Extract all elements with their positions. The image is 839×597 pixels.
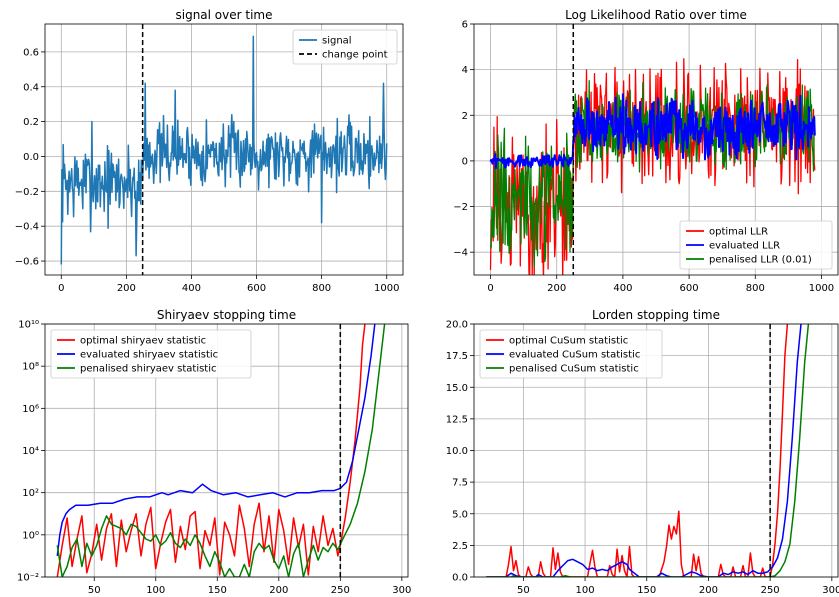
y-tick-label: 15.0 [446, 383, 468, 394]
x-tick-label: 200 [269, 585, 288, 596]
y-tick-label: 2.5 [452, 541, 468, 552]
y-tick-label: 10.0 [446, 446, 468, 457]
chart-1: Log Likelihood Ratio over time 0 200 400 600… [453, 8, 839, 294]
y-tick-label: −0.4 [15, 222, 39, 233]
y-tick-label: 20.0 [446, 320, 468, 331]
legend-label: evaluated shiryaev statistic [80, 350, 218, 361]
chart-title: Shiryaev stopping time [157, 308, 296, 322]
x-tick-label: 1000 [374, 283, 399, 294]
series-line-1 [486, 324, 802, 577]
legend: optimal CuSum statistic evaluated CuSum s… [479, 329, 663, 379]
axes-frame [44, 23, 404, 276]
x-tick-label: 100 [146, 585, 165, 596]
x-tick-label: 150 [208, 585, 227, 596]
x-tick-label: 250 [761, 585, 780, 596]
plot-area [486, 324, 810, 577]
x-tick-label: 50 [88, 585, 101, 596]
chart-3: Lorden stopping time 50 100 150 200 250 300 0.0… [446, 308, 839, 596]
x-tick-label: 0 [487, 283, 493, 294]
y-tick-label: −4 [453, 248, 468, 259]
series-line-2 [486, 324, 810, 577]
y-tick-label: 0.2 [23, 117, 39, 128]
legend-box [479, 329, 663, 379]
y-tick-label: 10⁴ [22, 446, 39, 457]
legend-label: penalised CuSum statistic [509, 364, 639, 375]
y-tick-label: 10⁰ [22, 530, 39, 541]
legend-label: change point [322, 50, 388, 61]
x-tick-label: 1000 [809, 283, 834, 294]
x-tick-label: 600 [247, 283, 266, 294]
x-tick-label: 200 [547, 283, 566, 294]
series-line-0 [56, 324, 366, 577]
x-tick-label: 200 [699, 585, 718, 596]
y-tick-label: 2 [462, 111, 468, 122]
legend: signal change point [292, 29, 398, 65]
y-tick-label: −2 [453, 202, 468, 213]
y-tick-label: 0 [462, 156, 468, 167]
y-tick-label: 5.0 [452, 509, 468, 520]
y-tick-label: 0.4 [23, 82, 39, 93]
legend-label: penalised shiryaev statistic [80, 364, 217, 375]
series-line-1 [489, 93, 816, 170]
legend-box [292, 29, 398, 65]
legend-label: optimal LLR [709, 227, 768, 238]
legend-label: penalised LLR (0.01) [709, 255, 812, 266]
y-tick-label: 12.5 [446, 414, 468, 425]
chart-title: Lorden stopping time [592, 308, 720, 322]
x-tick-label: 300 [822, 585, 839, 596]
legend-label: evaluated CuSum statistic [509, 350, 640, 361]
y-tick-label: 10² [22, 488, 39, 499]
plot-area [60, 24, 388, 275]
x-tick-label: 800 [312, 283, 331, 294]
x-tick-label: 250 [331, 585, 350, 596]
legend-label: optimal shiryaev statistic [80, 336, 206, 347]
x-tick-label: 300 [392, 585, 411, 596]
legend-box [679, 220, 833, 270]
legend-label: optimal CuSum statistic [509, 336, 628, 347]
series-line-0 [486, 324, 789, 577]
x-tick-label: 200 [117, 283, 136, 294]
axes-frame [473, 323, 839, 578]
axes-frame [44, 323, 409, 578]
series-line-signal [60, 35, 388, 265]
plot-area [489, 24, 816, 275]
series-line-1 [56, 324, 376, 556]
x-tick-label: 400 [613, 283, 632, 294]
y-tick-label: 0.6 [23, 47, 39, 58]
plot-area [56, 324, 386, 577]
legend: optimal shiryaev statistic evaluated shir… [50, 329, 252, 379]
x-tick-label: 600 [680, 283, 699, 294]
y-tick-label: 17.5 [446, 351, 468, 362]
y-tick-label: 4 [462, 65, 468, 76]
y-tick-label: 10⁻² [17, 573, 39, 584]
y-tick-label: 10⁶ [22, 404, 39, 415]
chart-title: Log Likelihood Ratio over time [565, 8, 747, 22]
x-tick-label: 100 [576, 585, 595, 596]
chart-0: signal over time 0 200 400 600 800 1000 −0.6 −0.… [15, 8, 404, 294]
y-tick-label: 7.5 [452, 478, 468, 489]
y-tick-label: 0.0 [452, 573, 468, 584]
legend-box [50, 329, 252, 379]
chart-title: signal over time [176, 8, 273, 22]
legend-label: evaluated LLR [709, 241, 780, 252]
x-tick-label: 400 [182, 283, 201, 294]
x-tick-label: 150 [637, 585, 656, 596]
x-tick-label: 800 [746, 283, 765, 294]
chart-2: Shiryaev stopping time 50 100 150 200 250 300 1… [17, 308, 411, 596]
y-tick-label: 6 [462, 20, 468, 31]
axes-frame [473, 23, 839, 276]
y-tick-label: 10¹⁰ [18, 320, 39, 331]
y-tick-label: 10⁸ [22, 362, 39, 373]
x-tick-label: 0 [58, 283, 64, 294]
legend: optimal LLR evaluated LLR penalised LLR (0… [679, 220, 833, 270]
y-tick-label: −0.6 [15, 257, 39, 268]
series-line-2 [56, 324, 386, 577]
y-tick-label: −0.2 [15, 187, 39, 198]
legend-label: signal [322, 36, 352, 47]
y-tick-label: 0.0 [23, 152, 39, 163]
x-tick-label: 50 [517, 585, 530, 596]
